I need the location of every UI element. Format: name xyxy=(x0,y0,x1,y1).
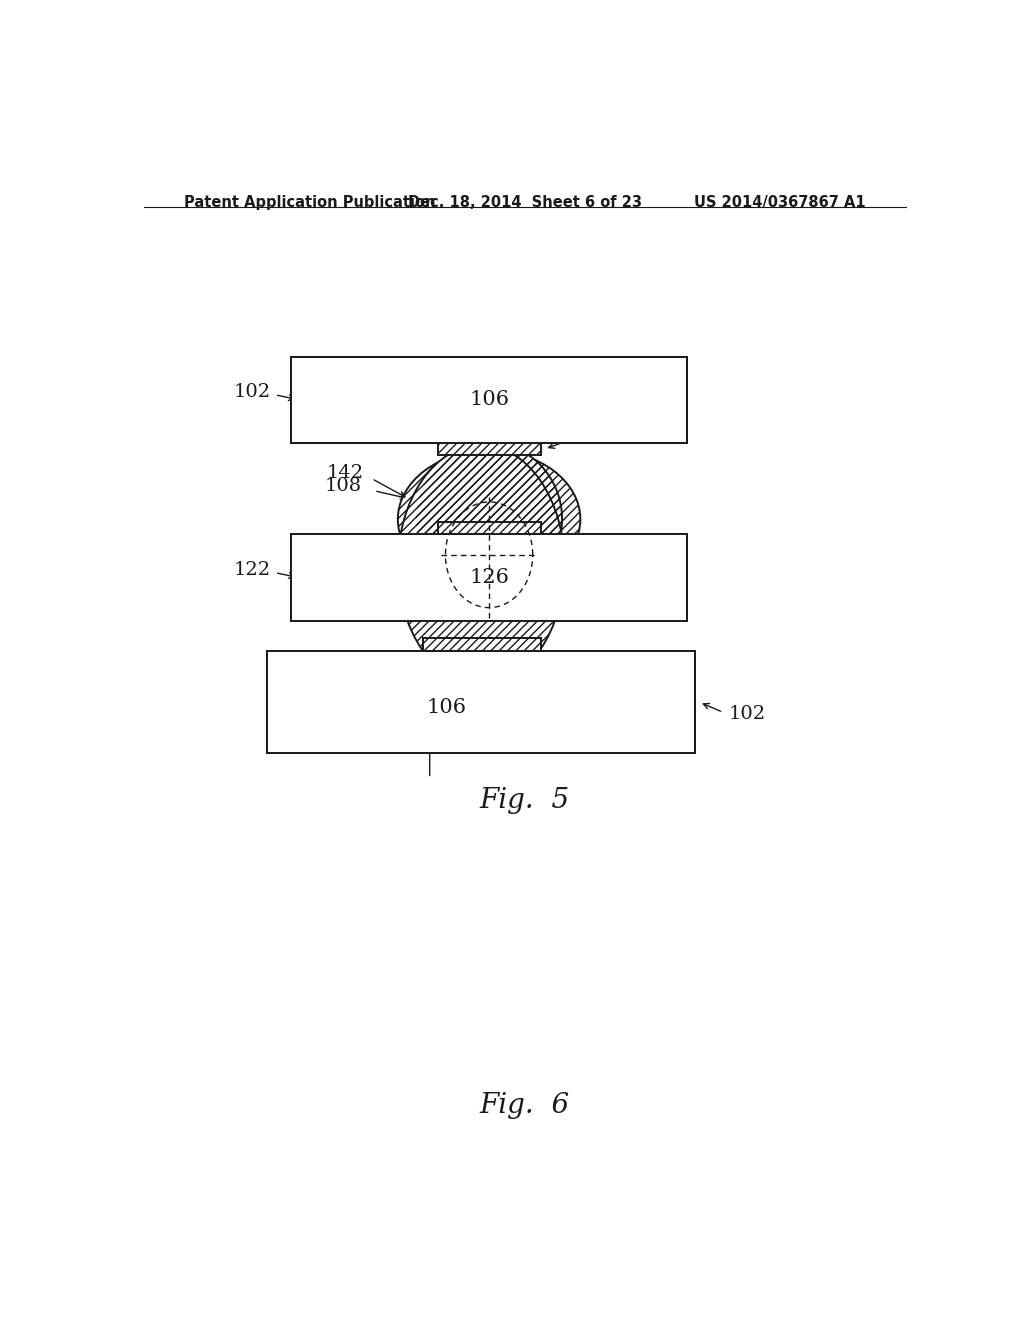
Text: US 2014/0367867 A1: US 2014/0367867 A1 xyxy=(694,195,866,210)
Text: 146: 146 xyxy=(574,537,611,556)
Text: 108': 108' xyxy=(370,539,412,557)
Text: 126: 126 xyxy=(469,568,509,587)
Ellipse shape xyxy=(398,445,564,685)
Text: 106: 106 xyxy=(427,698,467,717)
Text: Patent Application Publication: Patent Application Publication xyxy=(183,195,435,210)
Text: Fig.  5: Fig. 5 xyxy=(479,787,570,814)
Bar xyxy=(437,444,541,455)
Text: 102: 102 xyxy=(729,705,766,723)
Text: Dec. 18, 2014  Sheet 6 of 23: Dec. 18, 2014 Sheet 6 of 23 xyxy=(408,195,642,210)
Text: Fig.  6: Fig. 6 xyxy=(479,1092,570,1119)
Text: 148: 148 xyxy=(532,428,570,446)
Bar xyxy=(267,651,695,752)
Text: 102: 102 xyxy=(233,383,270,401)
Bar xyxy=(291,356,687,444)
Text: 142: 142 xyxy=(327,465,364,483)
Ellipse shape xyxy=(397,450,581,587)
Bar xyxy=(291,535,687,620)
Bar xyxy=(267,651,695,752)
Bar xyxy=(291,535,687,620)
Ellipse shape xyxy=(416,444,562,595)
Bar xyxy=(291,356,687,444)
Text: 111: 111 xyxy=(579,428,615,446)
Text: 108: 108 xyxy=(325,477,362,495)
Text: 106: 106 xyxy=(469,391,509,409)
Text: 146: 146 xyxy=(588,539,625,557)
Text: 122: 122 xyxy=(233,561,270,578)
Bar xyxy=(423,638,541,651)
Bar xyxy=(437,523,541,535)
Bar xyxy=(423,638,541,651)
